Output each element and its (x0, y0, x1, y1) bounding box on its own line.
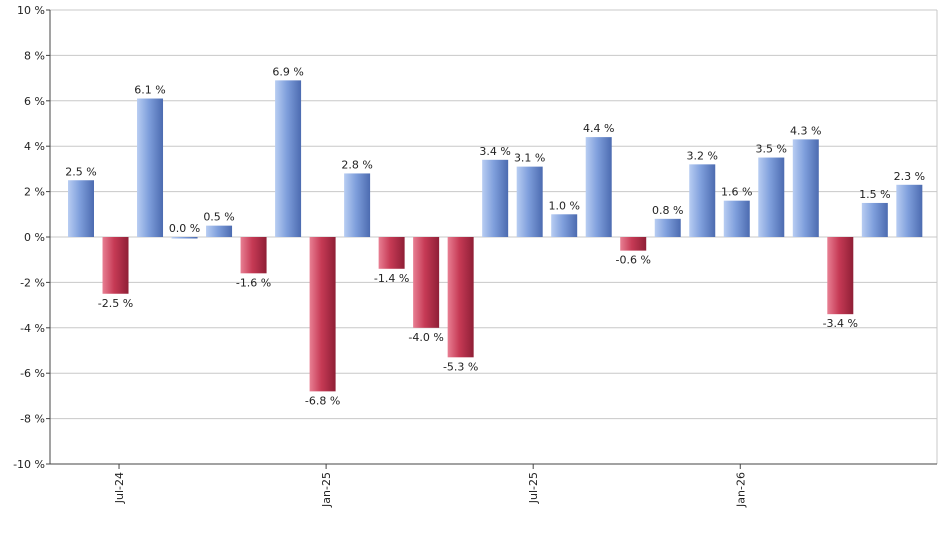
data-label: 4.3 % (790, 124, 821, 137)
y-tick-label: -4 % (20, 322, 45, 335)
data-label: 1.6 % (721, 186, 752, 199)
bar-Aug-25 (551, 214, 578, 237)
data-labels: 2.5 % -2.5 % 6.1 % 0.0 %0.5 % -1.6 % 6.9 % -6.… (65, 65, 925, 407)
data-label: 3.4 % (479, 145, 510, 158)
data-label: 3.1 % (514, 152, 545, 165)
data-label: -0.6 % (616, 254, 651, 267)
bar-May-25 (447, 237, 474, 358)
bar-Jul-24 (102, 237, 129, 294)
data-label: 1.5 % (859, 188, 890, 201)
data-label: -2.5 % (98, 297, 133, 310)
y-tick-label: -2 % (20, 276, 45, 289)
bar-Mar-26 (792, 139, 819, 237)
axes: -10 % -8 % -6 % -4 % -2 % 0 % 2 % 4 % 6 % 8 % 10 %… (13, 4, 937, 508)
data-label: 1.0 % (548, 199, 579, 212)
data-label: 3.2 % (687, 149, 718, 162)
data-label: -6.8 % (305, 394, 340, 407)
y-tick-label: -8 % (20, 413, 45, 426)
data-label: 0.5 % (203, 211, 234, 224)
data-label: -5.3 % (443, 360, 478, 373)
data-label: 2.8 % (341, 158, 372, 171)
data-label: 2.5 % (65, 165, 96, 178)
bar-Jun-24 (68, 180, 94, 237)
bar-Jan-26 (723, 200, 750, 237)
data-label: 6.1 % (134, 84, 165, 97)
y-tick-label: -6 % (20, 367, 45, 380)
x-tick-label: Jan-25 (320, 472, 333, 508)
data-label: 4.4 % (583, 122, 614, 135)
bar-Jan-25 (309, 237, 336, 392)
bar-Aug-24 (137, 98, 164, 237)
data-label: -4.0 % (408, 331, 443, 344)
data-label: 0.0 % (169, 222, 200, 235)
bar-Feb-25 (344, 173, 371, 237)
data-label: -3.4 % (823, 317, 858, 330)
data-label: 6.9 % (272, 65, 303, 78)
bar-Apr-25 (413, 237, 440, 328)
bar-May-26 (861, 202, 888, 237)
y-tick-label: 2 % (24, 186, 45, 199)
y-tick-label: 10 % (17, 4, 45, 17)
bar-Nov-24 (240, 237, 267, 274)
bars (68, 80, 923, 392)
y-tick-label: 0 % (24, 231, 45, 244)
bar-Oct-25 (620, 237, 647, 251)
bar-Nov-25 (654, 218, 681, 237)
bar-Dec-25 (689, 164, 716, 237)
bar-Jun-25 (482, 159, 509, 237)
bar-Oct-24 (206, 225, 233, 237)
data-label: -1.4 % (374, 272, 409, 285)
bar-Jul-25 (516, 166, 543, 237)
x-tick-label: Jan-26 (734, 472, 747, 508)
data-label: 3.5 % (756, 143, 787, 156)
data-label: 2.3 % (894, 170, 925, 183)
bar-Apr-26 (827, 237, 854, 315)
bar-Mar-25 (378, 237, 405, 269)
y-tick-label: 6 % (24, 95, 45, 108)
y-tick-label: 4 % (24, 140, 45, 153)
bar-Jun-26 (896, 184, 923, 237)
data-label: 0.8 % (652, 204, 683, 217)
y-tick-label: -10 % (13, 458, 45, 471)
bar-Dec-24 (275, 80, 302, 238)
data-label: -1.6 % (236, 276, 271, 289)
x-tick-label: Jul-25 (527, 472, 540, 504)
x-tick-label: Jul-24 (113, 472, 126, 504)
bar-Sep-25 (585, 137, 612, 237)
y-tick-label: 8 % (24, 49, 45, 62)
bar-Sep-24 (171, 237, 198, 239)
bar-Feb-26 (758, 157, 785, 237)
